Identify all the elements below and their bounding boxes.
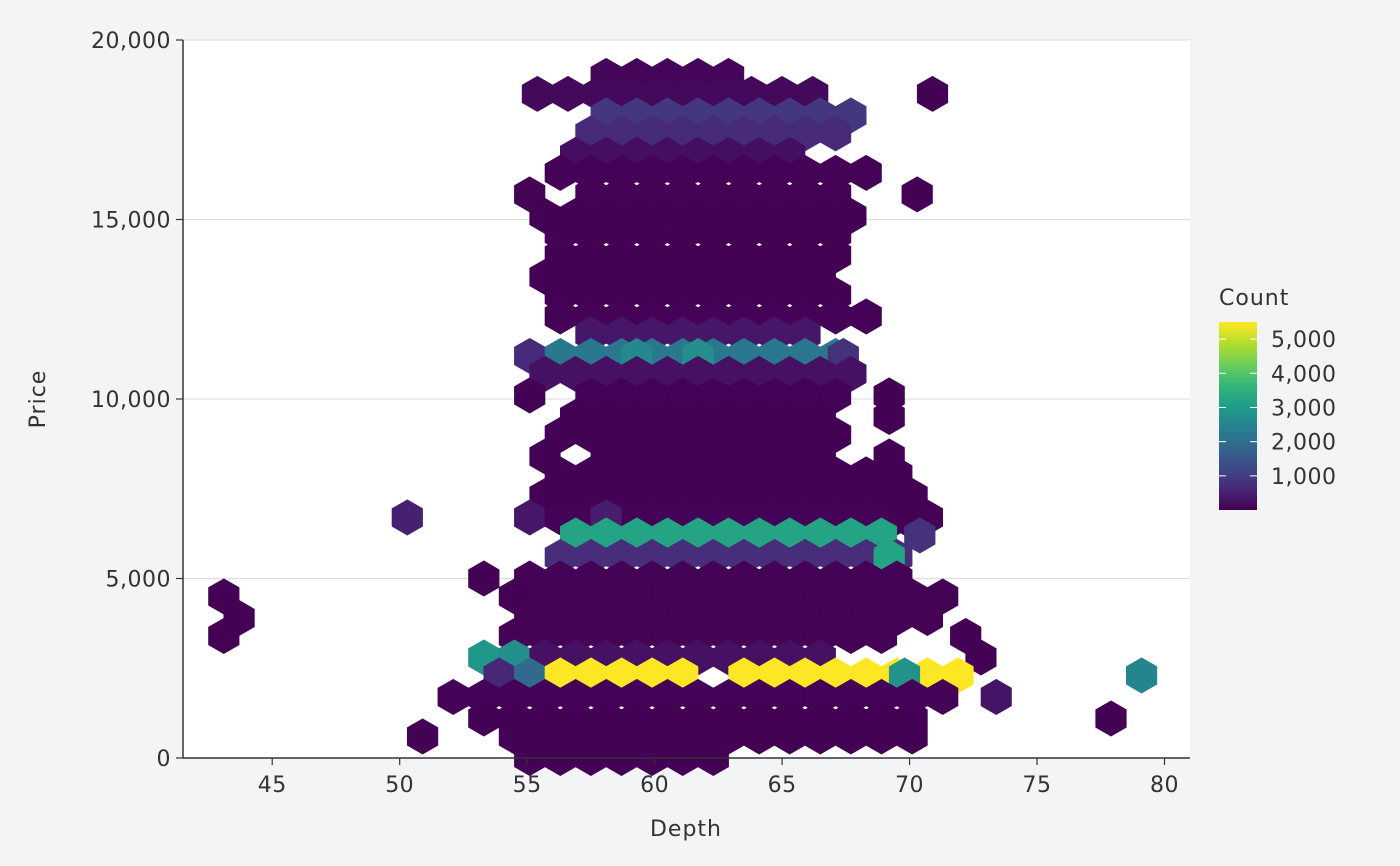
hex-bins [208, 57, 1158, 777]
legend-colorbar [1219, 322, 1257, 510]
y-tick-label: 15,000 [91, 209, 171, 234]
legend-tick-label: 5,000 [1271, 328, 1336, 353]
x-axis-ticks: 45 50 55 60 65 70 75 80 [258, 758, 1179, 798]
hex-bin [873, 398, 905, 435]
x-tick-label: 50 [385, 773, 414, 798]
hex-bin [896, 718, 928, 755]
x-tick-label: 45 [258, 773, 287, 798]
y-axis-ticks: 0 5,000 10,000 15,000 20,000 [91, 29, 183, 772]
hex-bin [904, 517, 936, 554]
hex-bin [819, 115, 852, 152]
legend-tick-label: 4,000 [1271, 362, 1336, 387]
y-axis-title: Price [26, 370, 51, 429]
y-tick-label: 20,000 [91, 29, 171, 54]
hex-bin [208, 617, 240, 654]
x-tick-label: 70 [895, 773, 924, 798]
hex-bin [927, 678, 959, 715]
legend-tick-label: 1,000 [1271, 465, 1336, 490]
hex-bin [850, 298, 882, 335]
hex-bin [980, 678, 1012, 715]
hex-bin [901, 176, 933, 213]
legend-tick-label: 3,000 [1271, 396, 1336, 421]
hex-bin [911, 599, 944, 637]
hex-bin [865, 617, 898, 654]
y-tick-label: 0 [157, 747, 172, 772]
legend-tick-label: 2,000 [1271, 431, 1336, 456]
hex-bin [406, 718, 439, 755]
legend-title: Count [1219, 286, 1289, 311]
hex-bin [1095, 700, 1127, 737]
hex-bin [514, 377, 546, 414]
hex-bin [468, 560, 500, 597]
hex-bin [850, 154, 882, 191]
color-legend: Count 1,000 2,000 3,000 4,000 5,000 [1219, 286, 1336, 510]
x-tick-label: 55 [513, 773, 542, 798]
hex-bin [916, 75, 949, 112]
y-tick-label: 5,000 [106, 568, 171, 593]
hex-bin [391, 499, 423, 536]
x-tick-label: 80 [1150, 773, 1179, 798]
x-tick-label: 60 [640, 773, 669, 798]
x-axis-title: Depth [650, 817, 722, 842]
y-tick-label: 10,000 [91, 388, 171, 413]
legend-ticks: 1,000 2,000 3,000 4,000 5,000 [1219, 328, 1336, 490]
x-tick-label: 75 [1023, 773, 1052, 798]
hex-bin [1126, 657, 1158, 694]
x-tick-label: 65 [768, 773, 797, 798]
